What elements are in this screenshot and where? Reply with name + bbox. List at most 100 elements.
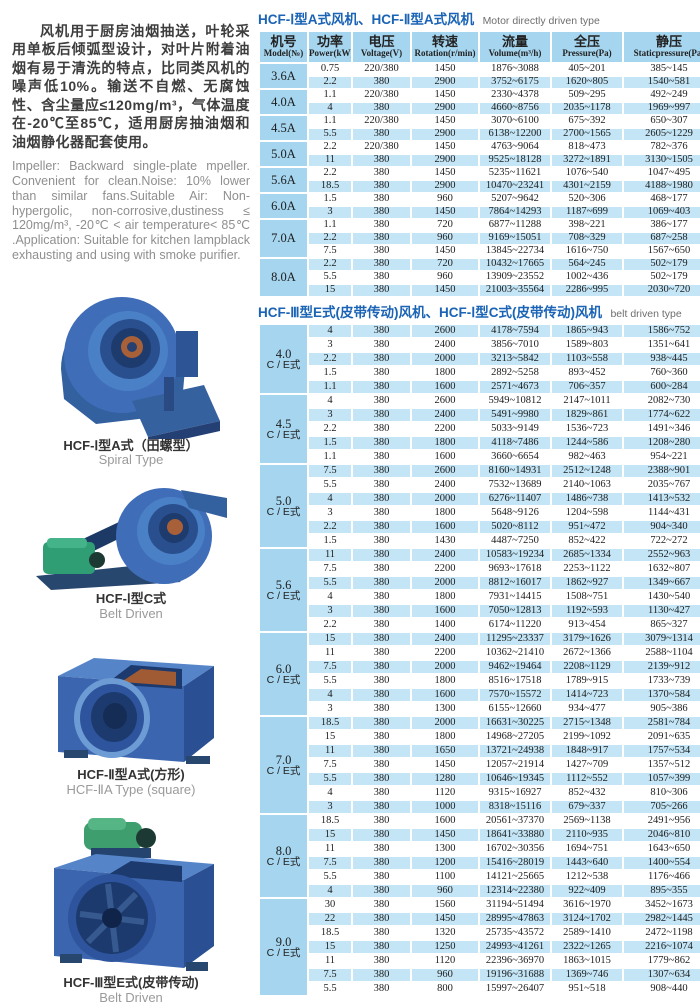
data-cell: 2208~1129: [552, 661, 622, 673]
data-cell: 3660~6654: [480, 451, 550, 463]
data-cell: 5648~9126: [480, 507, 550, 519]
data-cell: 2700~1565: [552, 129, 622, 140]
data-cell: 3: [309, 605, 351, 617]
data-cell: 1567~650: [624, 246, 700, 257]
data-cell: 650~307: [624, 116, 700, 127]
data-cell: 380: [353, 773, 410, 785]
table-row: 8.0 C / E式 18.5 380 1600 20561~37370 2569~1138…: [260, 815, 700, 897]
data-cell: 1349~667: [624, 577, 700, 589]
data-cell: 1351~641: [624, 339, 700, 351]
data-cell: 938~445: [624, 353, 700, 365]
table-row: 4 380 2900 4660~8756 2035~1178 1969~997: [260, 103, 700, 114]
data-cell: 380: [353, 563, 410, 575]
data-cell: 1600: [412, 605, 478, 617]
data-cell: 2046~810: [624, 829, 700, 841]
data-cell: 1200: [412, 857, 478, 869]
data-cell: 398~221: [552, 220, 622, 231]
data-cell: 9315~16927: [480, 787, 550, 799]
table-row: 7.0A 1.1 380 720 6877~11288 398~221 386~177: [260, 220, 700, 257]
table-row: 5.6 C / E式 11 380 2400 10583~19234 2685~1334 25…: [260, 549, 700, 631]
table-row: 5.5 380 1280 10646~19345 1112~552 1057~399: [260, 773, 700, 785]
data-cell: 2900: [412, 77, 478, 88]
data-cell: 4: [309, 591, 351, 603]
data-cell: 1540~581: [624, 77, 700, 88]
table-row: 2.2 380 1600 5020~8112 951~472 904~340: [260, 521, 700, 533]
data-cell: 913~454: [552, 619, 622, 631]
data-cell: 380: [353, 983, 410, 995]
data-cell: 1208~280: [624, 437, 700, 449]
data-cell: 2147~1011: [552, 395, 622, 407]
data-cell: 13909~23552: [480, 272, 550, 283]
data-cell: 3: [309, 409, 351, 421]
data-cell: 10646~19345: [480, 773, 550, 785]
data-cell: 1800: [412, 437, 478, 449]
data-cell: 5.5: [309, 675, 351, 687]
data-cell: 706~357: [552, 381, 622, 393]
data-cell: 9462~19464: [480, 661, 550, 673]
data-cell: 1414~723: [552, 689, 622, 701]
data-cell: 3616~1970: [552, 899, 622, 911]
data-cell: 502~179: [624, 272, 700, 283]
column-header: 静压 Staticpressure(Pa): [624, 32, 700, 62]
data-cell: 8160~14931: [480, 465, 550, 477]
data-cell: 1450: [412, 759, 478, 771]
belt-box-fan-icon: [54, 818, 214, 972]
table-row: 7.5 380 1450 13845~22734 1616~750 1567~650: [260, 246, 700, 257]
column-header: 转速 Rotation(r/min): [412, 32, 478, 62]
table2-title-cn: HCF-Ⅲ型E式(皮带传动)风机、HCF-Ⅰ型C式(皮带传动)风机: [258, 305, 603, 320]
data-cell: 5.5: [309, 871, 351, 883]
data-cell: 15: [309, 941, 351, 953]
data-cell: 5.5: [309, 577, 351, 589]
data-cell: 380: [353, 703, 410, 715]
data-cell: 1103~558: [552, 353, 622, 365]
data-cell: 380: [353, 272, 410, 283]
table-row: 5.5 380 2000 8812~16017 1862~927 1349~667: [260, 577, 700, 589]
data-cell: 1643~650: [624, 843, 700, 855]
data-cell: 1600: [412, 689, 478, 701]
data-cell: 380: [353, 181, 410, 192]
data-cell: 1.1: [309, 451, 351, 463]
data-cell: 15: [309, 731, 351, 743]
data-cell: 3: [309, 703, 351, 715]
column-header: 功率 Power(kW): [309, 32, 351, 62]
table-row: 4 380 960 12314~22380 922~409 895~355: [260, 885, 700, 897]
data-cell: 25735~43572: [480, 927, 550, 939]
data-cell: 2200: [412, 647, 478, 659]
table-row: 4 380 2000 6276~11407 1486~738 1413~532: [260, 493, 700, 505]
data-cell: 1320: [412, 927, 478, 939]
data-cell: 1120: [412, 955, 478, 967]
data-cell: 1586~752: [624, 325, 700, 337]
data-cell: 492~249: [624, 90, 700, 101]
data-cell: 1600: [412, 815, 478, 827]
data-cell: 722~272: [624, 535, 700, 547]
data-cell: 1789~915: [552, 675, 622, 687]
model-cell: 4.5 C / E式: [260, 395, 307, 463]
data-cell: 3: [309, 507, 351, 519]
column-header: 电压 Voltage(V): [353, 32, 410, 62]
table-row: 2.2 380 2200 5033~9149 1536~723 1491~346: [260, 423, 700, 435]
data-cell: 954~221: [624, 451, 700, 463]
data-cell: 380: [353, 927, 410, 939]
table-row: 18.5 380 1320 25735~43572 2589~1410 2472~1198: [260, 927, 700, 939]
data-cell: 2600: [412, 465, 478, 477]
data-cell: 4660~8756: [480, 103, 550, 114]
table-row: 2.2 380 1400 6174~11220 913~454 865~327: [260, 619, 700, 631]
data-cell: 1536~723: [552, 423, 622, 435]
data-cell: 1800: [412, 591, 478, 603]
table-row: 1.5 380 1800 2892~5258 893~452 760~360: [260, 367, 700, 379]
direct-drive-spec-table: 机号 Model(№) 功率 Power(kW) 电压 Voltage(V) 转速 Rotat…: [258, 30, 700, 298]
data-cell: 1300: [412, 843, 478, 855]
data-cell: 10583~19234: [480, 549, 550, 561]
data-cell: 1865~943: [552, 325, 622, 337]
spiral-fan-icon: [60, 296, 220, 439]
data-cell: 5.5: [309, 983, 351, 995]
data-cell: 2000: [412, 717, 478, 729]
data-cell: 380: [353, 423, 410, 435]
table-row: 5.5 380 2400 7532~13689 2140~1063 2035~767: [260, 479, 700, 491]
data-cell: 380: [353, 633, 410, 645]
data-cell: 509~295: [552, 90, 622, 101]
data-cell: 1757~534: [624, 745, 700, 757]
data-cell: 4: [309, 103, 351, 114]
data-cell: 380: [353, 437, 410, 449]
data-cell: 708~329: [552, 233, 622, 244]
